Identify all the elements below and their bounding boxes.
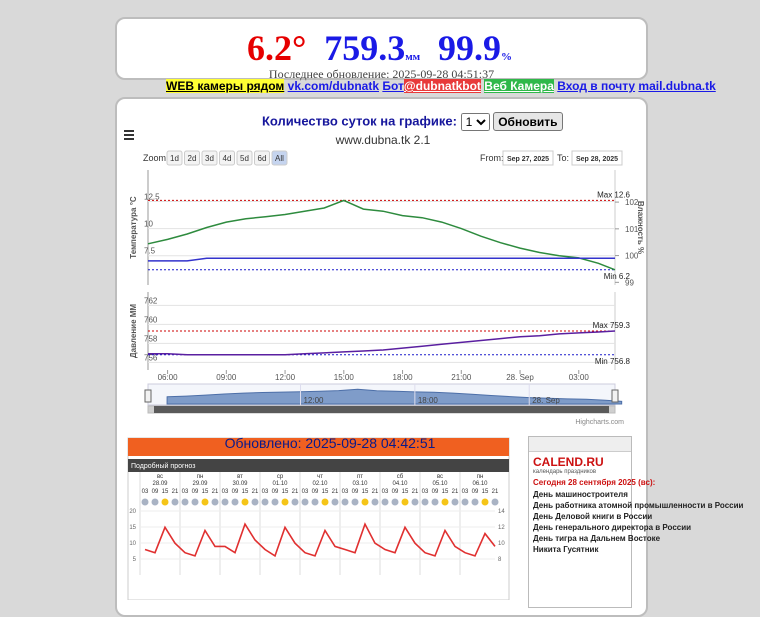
days-label: Количество суток на графике:: [262, 113, 457, 129]
pressure: 759.3: [324, 28, 406, 68]
pressure-unit: мм: [405, 51, 421, 63]
link[interactable]: mail.dubna.tk: [638, 79, 716, 93]
link[interactable]: Веб Камера: [484, 79, 554, 93]
refresh-button[interactable]: Обновить: [493, 112, 563, 131]
links: WEB камеры рядом vk.com/dubnatk Бот@dubn…: [166, 79, 716, 93]
last-update: Последнее обновление: 2025-09-28 04:51:3…: [268, 67, 495, 81]
link[interactable]: Вход в почту: [557, 79, 636, 93]
readings: 6.2° 759.3мм 99.9%: [247, 27, 512, 69]
calendar-item[interactable]: День генерального директора в России: [533, 523, 692, 532]
link[interactable]: @dubnatkbot: [403, 79, 481, 93]
calendar-item[interactable]: День машиностроителя: [533, 490, 628, 499]
temperature: 6.2°: [247, 28, 307, 68]
calendar-item[interactable]: День работника атомной промышленности в …: [533, 501, 744, 510]
calendar: CALEND.RU календарь праздников Сегодня 2…: [528, 436, 744, 608]
humidity-unit: %: [500, 51, 512, 63]
page: www.dubna.tk 2.1 html, body { margin: 0;…: [115, 17, 744, 617]
header-box: 6.2° 759.3мм 99.9% Последнее обновление:…: [115, 17, 648, 81]
link[interactable]: vk.com/dubnatk: [287, 79, 380, 93]
link[interactable]: WEB камеры рядом: [166, 79, 285, 93]
calendar-item[interactable]: День Деловой книги в России: [533, 512, 653, 521]
calendar-item[interactable]: День тигра на Дальнем Востоке: [533, 534, 661, 543]
controls: Количество суток на графике: 1 Обновить: [262, 112, 563, 131]
humidity: 99.9: [437, 28, 501, 68]
calendar-subtitle: календарь праздников: [533, 469, 597, 475]
body: {"header": {"temperature": "6.2°", "pres…: [115, 17, 744, 617]
calendar-logo[interactable]: CALEND.RU: [533, 455, 604, 469]
calendar-item[interactable]: Никита Гусятник: [533, 545, 599, 554]
link[interactable]: Бот: [382, 79, 404, 93]
calendar-today: Сегодня 28 сентября 2025 (вс):: [533, 478, 656, 487]
days-select[interactable]: 1: [460, 112, 490, 131]
calendar-rings: [529, 437, 631, 452]
